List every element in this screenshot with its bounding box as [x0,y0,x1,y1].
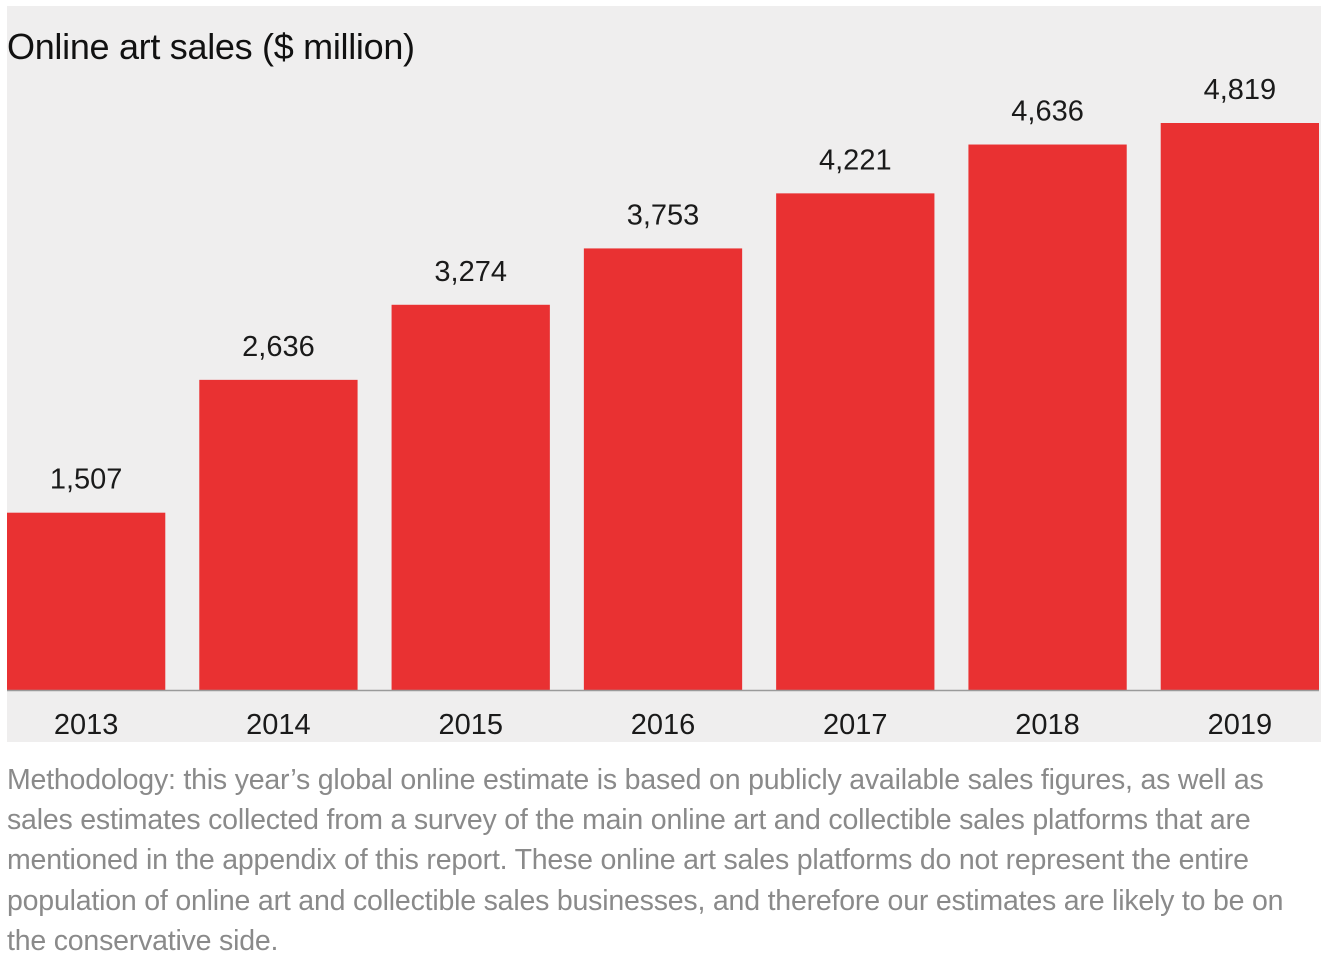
category-labels-group: 2013 2014 2015 2016 2017 2018 2019 [54,709,1272,741]
category-label-2013: 2013 [54,709,119,741]
bar-2017 [776,193,935,691]
value-label-2018: 4,636 [1011,96,1084,128]
value-labels-group: 1,507 2,636 3,274 3,753 4,221 4,636 4,819 [50,74,1276,496]
methodology-note: Methodology: this year’s global online e… [7,764,1284,957]
bar-2019 [1160,123,1319,690]
value-label-2015: 3,274 [434,256,507,288]
bar-2013 [7,512,166,690]
category-label-2016: 2016 [631,709,696,741]
value-label-2014: 2,636 [242,331,315,363]
category-label-2019: 2019 [1208,709,1273,741]
value-label-2017: 4,221 [819,144,892,176]
category-label-2015: 2015 [438,709,503,741]
value-label-2019: 4,819 [1204,74,1277,106]
category-label-2018: 2018 [1015,709,1080,741]
bar-2018 [968,144,1127,690]
bars-group [7,123,1319,691]
bar-2014 [199,379,358,690]
bar-2015 [391,304,550,690]
value-label-2013: 1,507 [50,464,123,496]
chart-title: Online art sales ($ million) [7,26,415,67]
value-label-2016: 3,753 [627,199,700,231]
category-label-2014: 2014 [246,709,311,741]
category-label-2017: 2017 [823,709,888,741]
bar-2016 [583,248,743,691]
